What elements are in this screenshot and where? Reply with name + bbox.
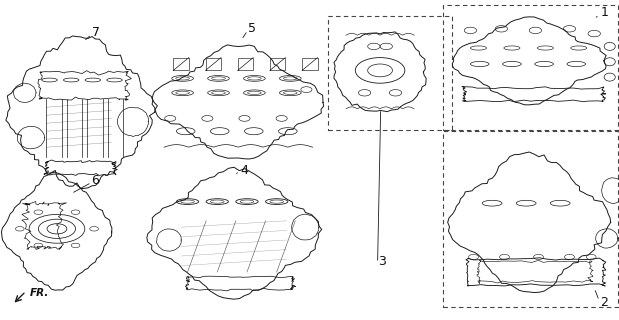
Bar [443,131,618,307]
Text: 4: 4 [240,164,248,177]
Text: 2: 2 [600,296,608,309]
Text: 6: 6 [92,174,100,187]
Text: 1: 1 [600,6,608,19]
Bar [443,5,618,130]
Text: FR.: FR. [30,288,49,299]
Text: 7: 7 [92,26,100,39]
Text: 5: 5 [248,22,256,35]
Text: 3: 3 [378,255,386,268]
Bar [328,16,452,130]
